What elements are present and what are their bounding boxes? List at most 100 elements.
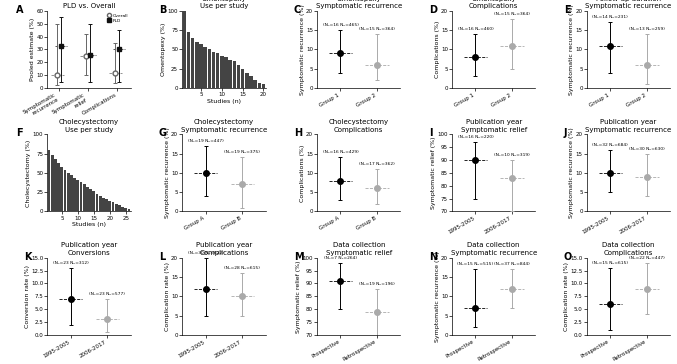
Bar [95,194,98,211]
Title: Publication year
Symptomatic relief: Publication year Symptomatic relief [460,119,527,132]
Text: D: D [429,5,437,15]
Title: Omentopexy
Symptomatic recurrence: Omentopexy Symptomatic recurrence [315,0,402,9]
Y-axis label: Complication rate (%): Complication rate (%) [165,262,170,331]
Text: K: K [24,252,32,262]
Text: (Nₛ=30 Nₚ=622): (Nₛ=30 Nₚ=622) [188,251,223,255]
Bar [228,59,232,88]
Bar [51,155,53,211]
Bar [233,61,236,88]
Y-axis label: Symptomatic recurrence (%): Symptomatic recurrence (%) [569,127,574,218]
Bar [199,44,203,88]
Text: L: L [159,252,165,262]
Y-axis label: Complication rate (%): Complication rate (%) [564,262,569,331]
Title: Publication year
Conversions: Publication year Conversions [61,242,117,256]
Bar [112,202,114,211]
Title: Data collection
Symptomatic recurrence: Data collection Symptomatic recurrence [451,242,537,256]
Title: Cholecystectomy
Symptomatic recurrence: Cholecystectomy Symptomatic recurrence [181,119,267,132]
Title: Cholecystectomy
Use per study: Cholecystectomy Use per study [59,119,119,132]
Text: M: M [294,252,303,262]
Text: (Nₛ=30 Nₚ=630): (Nₛ=30 Nₚ=630) [629,147,665,151]
Title: Data collection
Symptomatic relief: Data collection Symptomatic relief [326,242,392,256]
Bar [237,65,240,88]
Y-axis label: Cholecystectomy (%): Cholecystectomy (%) [26,139,31,206]
Text: I: I [429,128,432,138]
Bar [93,191,95,211]
Bar [183,11,186,88]
Legend: Overall, PLD: Overall, PLD [106,13,129,23]
Y-axis label: Conversion rate (%): Conversion rate (%) [24,265,30,328]
Y-axis label: Symptomatic recurrence (%): Symptomatic recurrence (%) [569,4,574,95]
Bar [220,56,223,88]
Text: (Nₛ=15 Nₚ=615): (Nₛ=15 Nₚ=615) [592,261,628,265]
Title: Omentopexy
Use per study: Omentopexy Use per study [200,0,248,9]
Bar [83,185,85,211]
Bar [64,170,66,211]
Y-axis label: Symptomatic recurrence (%): Symptomatic recurrence (%) [165,127,170,218]
Bar [125,208,127,211]
Text: (Nₛ=32 Nₚ=684): (Nₛ=32 Nₚ=684) [592,143,628,147]
Text: G: G [159,128,167,138]
Bar [73,178,76,211]
X-axis label: Studies (n): Studies (n) [207,99,241,104]
Bar [212,52,215,88]
Text: A: A [16,5,23,15]
Bar [118,205,121,211]
Text: (Nₛ=14 Nₚ=231): (Nₛ=14 Nₚ=231) [592,15,628,19]
Text: (Nₛ=15 Nₚ=364): (Nₛ=15 Nₚ=364) [359,27,395,31]
Bar [60,167,63,211]
Text: (Nₛ=28 Nₚ=615): (Nₛ=28 Nₚ=615) [224,266,260,270]
Text: F: F [16,128,22,138]
Bar [121,207,124,211]
Bar [80,182,83,211]
Bar [102,198,105,211]
Bar [70,175,72,211]
Bar [195,42,198,88]
Y-axis label: Symptomatic recurrence (%): Symptomatic recurrence (%) [300,4,305,95]
Text: H: H [294,128,302,138]
Title: Data collection
Complications: Data collection Complications [603,242,655,256]
Text: (Nₛ=7 Nₚ=264): (Nₛ=7 Nₚ=264) [324,256,357,260]
Bar [106,199,108,211]
Text: (Nₛ=10 Nₚ=319): (Nₛ=10 Nₚ=319) [494,153,530,157]
Bar [262,84,265,88]
Bar [203,47,207,88]
Bar [128,209,131,211]
Text: (Nₛ=23 Nₚ=312): (Nₛ=23 Nₚ=312) [53,261,89,265]
X-axis label: Studies (n): Studies (n) [72,222,106,227]
Text: (Nₛ=16 Nₚ=465): (Nₛ=16 Nₚ=465) [322,23,358,27]
Text: C: C [294,5,301,15]
Text: (Nₛ=22 Nₚ=447): (Nₛ=22 Nₚ=447) [629,256,665,260]
Bar [99,196,102,211]
Text: (Nₛ=37 Nₚ=844): (Nₛ=37 Nₚ=844) [494,262,530,266]
Text: J: J [564,128,567,138]
Bar [216,54,219,88]
Bar [253,80,257,88]
Text: (Nₛ=23 Nₚ=577): (Nₛ=23 Nₚ=577) [89,292,125,296]
Text: (Nₛ=19 Nₚ=447): (Nₛ=19 Nₚ=447) [188,139,223,143]
Bar [67,173,70,211]
Bar [257,83,261,88]
Title: Cholecystectomy
Complications: Cholecystectomy Complications [329,119,389,132]
Y-axis label: Complications (%): Complications (%) [435,21,439,78]
Bar [241,69,244,88]
Bar [54,159,57,211]
Text: B: B [159,5,167,15]
Title: Publication year
Complications: Publication year Complications [196,242,252,256]
Y-axis label: Omentopexy (%): Omentopexy (%) [161,23,167,76]
Bar [86,187,89,211]
Text: (Nₛ=19 Nₚ=196): (Nₛ=19 Nₚ=196) [359,281,395,285]
Text: (Nₛ=19 Nₚ=375): (Nₛ=19 Nₚ=375) [224,150,260,154]
Text: (Nₛ=16 Nₚ=429): (Nₛ=16 Nₚ=429) [323,150,358,154]
Text: (Nₛ=13 Nₚ=259): (Nₛ=13 Nₚ=259) [629,27,665,31]
Y-axis label: Symptomatic relief (%): Symptomatic relief (%) [431,136,436,209]
Bar [249,76,253,88]
Y-axis label: Pooled estimate (%): Pooled estimate (%) [30,18,35,81]
Text: (Nₛ=15 Nₚ=515): (Nₛ=15 Nₚ=515) [458,262,494,266]
Bar [191,38,194,88]
Text: (Nₛ=15 Nₚ=364): (Nₛ=15 Nₚ=364) [494,12,530,16]
Title: Follow-up duration
Symptomatic recurrence: Follow-up duration Symptomatic recurrenc… [586,0,672,9]
Text: (Nₛ=17 Nₚ=362): (Nₛ=17 Nₚ=362) [359,162,395,166]
Bar [58,163,60,211]
Y-axis label: Symptomatic relief (%): Symptomatic relief (%) [296,260,301,333]
Text: N: N [429,252,437,262]
